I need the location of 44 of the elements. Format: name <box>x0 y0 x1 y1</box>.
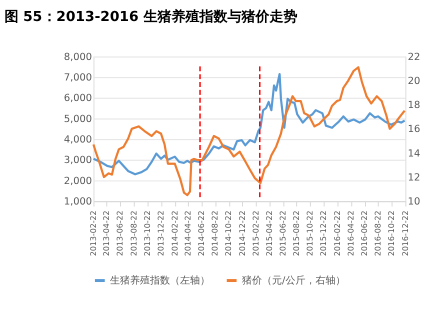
x-tick-label: 2015-08-22 <box>292 210 302 256</box>
x-tick-label: 2013-04-22 <box>102 210 112 256</box>
y2-tick-label: 20 <box>408 76 420 88</box>
x-tick-label: 2013-08-22 <box>129 210 138 256</box>
line-series <box>92 72 406 176</box>
x-tick-label: 2016-04-22 <box>346 210 356 256</box>
y-tick-label: 8,000 <box>64 52 92 63</box>
x-tick-label: 2016-12-22 <box>400 210 410 256</box>
x-tick-label: 2016-02-22 <box>333 210 342 256</box>
x-tick-label: 2015-02-22 <box>252 210 261 256</box>
line-series <box>92 66 406 196</box>
y-tick-label: 1,000 <box>64 196 92 208</box>
y-tick-label: 3,000 <box>64 155 92 166</box>
x-tick-label: 2013-06-22 <box>116 210 125 256</box>
x-tick-label: 2015-12-22 <box>319 210 328 256</box>
x-tick-label: 2013-12-22 <box>156 210 166 256</box>
y2-tick-label: 14 <box>408 148 420 160</box>
chart-title: 图 55：2013-2016 生猪养殖指数与猪价走势 <box>4 8 298 26</box>
x-tick-label: 2014-12-22 <box>238 210 247 256</box>
y2-tick-label: 10 <box>408 196 420 208</box>
x-tick-label: 2014-10-22 <box>224 210 234 256</box>
x-tick-label: 2016-08-22 <box>374 210 383 256</box>
legend-label: 猪价（元/公斤，右轴） <box>242 274 346 286</box>
legend-label: 生猪养殖指数（左轴） <box>110 274 210 286</box>
x-tick-label: 2016-10-22 <box>387 210 396 256</box>
y2-tick-label: 22 <box>408 52 420 63</box>
x-tick-label: 2015-10-22 <box>306 210 315 256</box>
y2-tick-label: 12 <box>408 172 420 184</box>
x-tick-label: 2014-02-22 <box>170 210 180 256</box>
y-tick-label: 5,000 <box>64 114 92 125</box>
y-tick-label: 4,000 <box>64 134 92 146</box>
y-tick-label: 2,000 <box>64 176 92 187</box>
x-tick-label: 2014-04-22 <box>183 210 192 256</box>
y-tick-label: 6,000 <box>64 93 92 104</box>
x-tick-label: 2014-06-22 <box>197 210 206 256</box>
y2-tick-label: 16 <box>408 124 420 136</box>
x-tick-label: 2015-06-22 <box>278 210 288 256</box>
x-tick-label: 2013-02-22 <box>88 210 98 256</box>
y-tick-label: 7,000 <box>64 72 92 84</box>
x-tick-label: 2015-04-22 <box>264 210 274 256</box>
x-tick-label: 2014-08-22 <box>210 210 220 256</box>
x-tick-label: 2016-06-22 <box>360 210 370 256</box>
y2-tick-label: 18 <box>408 100 420 112</box>
x-tick-label: 2013-10-22 <box>142 210 152 256</box>
